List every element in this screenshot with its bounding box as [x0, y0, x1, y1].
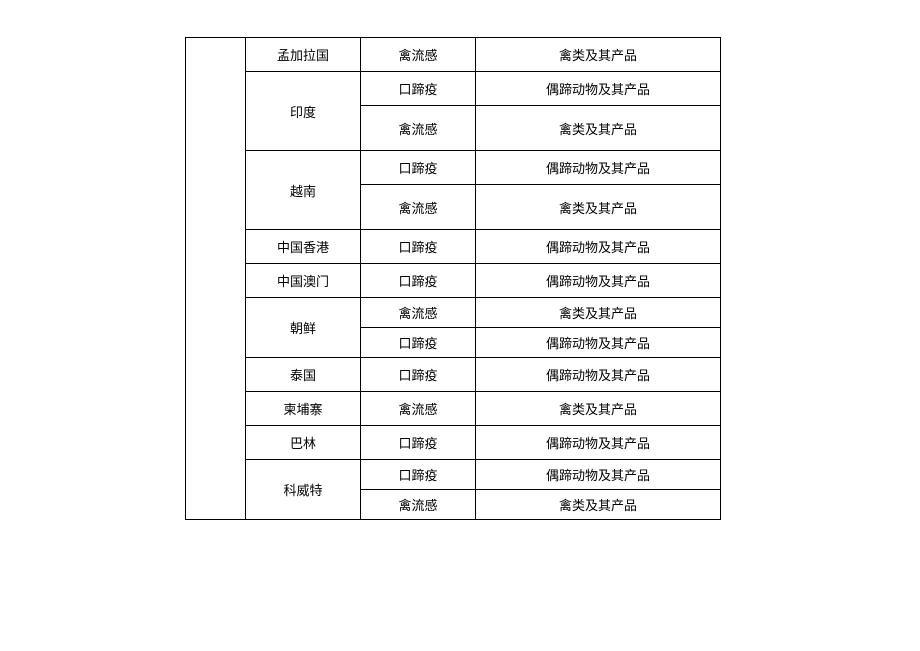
- disease-cell: 禽流感: [361, 106, 476, 151]
- disease-cell: 禽流感: [361, 38, 476, 72]
- product-cell: 禽类及其产品: [476, 38, 721, 72]
- table-row: 中国澳门 口蹄疫 偶蹄动物及其产品: [186, 264, 721, 298]
- product-cell: 偶蹄动物及其产品: [476, 151, 721, 185]
- product-cell: 偶蹄动物及其产品: [476, 230, 721, 264]
- table-row: 越南 口蹄疫 偶蹄动物及其产品: [186, 151, 721, 185]
- country-cell: 巴林: [246, 426, 361, 460]
- disease-cell: 口蹄疫: [361, 460, 476, 490]
- table-body: 孟加拉国 禽流感 禽类及其产品 印度 口蹄疫 偶蹄动物及其产品 禽流感 禽类及其…: [186, 38, 721, 520]
- product-cell: 偶蹄动物及其产品: [476, 426, 721, 460]
- product-cell: 偶蹄动物及其产品: [476, 264, 721, 298]
- table-row: 柬埔寨 禽流感 禽类及其产品: [186, 392, 721, 426]
- country-cell: 朝鲜: [246, 298, 361, 358]
- product-cell: 禽类及其产品: [476, 185, 721, 230]
- disease-cell: 口蹄疫: [361, 230, 476, 264]
- disease-cell: 口蹄疫: [361, 264, 476, 298]
- country-cell: 科威特: [246, 460, 361, 520]
- product-cell: 禽类及其产品: [476, 490, 721, 520]
- country-cell: 中国澳门: [246, 264, 361, 298]
- region-cell: [186, 38, 246, 520]
- disease-cell: 口蹄疫: [361, 328, 476, 358]
- table-row: 朝鲜 禽流感 禽类及其产品: [186, 298, 721, 328]
- disease-cell: 禽流感: [361, 185, 476, 230]
- disease-cell: 口蹄疫: [361, 72, 476, 106]
- country-cell: 柬埔寨: [246, 392, 361, 426]
- table-row: 孟加拉国 禽流感 禽类及其产品: [186, 38, 721, 72]
- disease-cell: 口蹄疫: [361, 358, 476, 392]
- disease-cell: 口蹄疫: [361, 151, 476, 185]
- product-cell: 禽类及其产品: [476, 392, 721, 426]
- table-row: 中国香港 口蹄疫 偶蹄动物及其产品: [186, 230, 721, 264]
- country-cell: 中国香港: [246, 230, 361, 264]
- country-cell: 印度: [246, 72, 361, 151]
- country-cell: 越南: [246, 151, 361, 230]
- product-cell: 偶蹄动物及其产品: [476, 358, 721, 392]
- product-cell: 偶蹄动物及其产品: [476, 460, 721, 490]
- table-row: 泰国 口蹄疫 偶蹄动物及其产品: [186, 358, 721, 392]
- disease-cell: 禽流感: [361, 490, 476, 520]
- disease-cell: 禽流感: [361, 298, 476, 328]
- disease-cell: 口蹄疫: [361, 426, 476, 460]
- product-cell: 禽类及其产品: [476, 298, 721, 328]
- restriction-table: 孟加拉国 禽流感 禽类及其产品 印度 口蹄疫 偶蹄动物及其产品 禽流感 禽类及其…: [185, 37, 721, 520]
- table-row: 科威特 口蹄疫 偶蹄动物及其产品: [186, 460, 721, 490]
- product-cell: 偶蹄动物及其产品: [476, 328, 721, 358]
- table-row: 印度 口蹄疫 偶蹄动物及其产品: [186, 72, 721, 106]
- disease-cell: 禽流感: [361, 392, 476, 426]
- product-cell: 偶蹄动物及其产品: [476, 72, 721, 106]
- table-row: 巴林 口蹄疫 偶蹄动物及其产品: [186, 426, 721, 460]
- country-cell: 泰国: [246, 358, 361, 392]
- country-cell: 孟加拉国: [246, 38, 361, 72]
- product-cell: 禽类及其产品: [476, 106, 721, 151]
